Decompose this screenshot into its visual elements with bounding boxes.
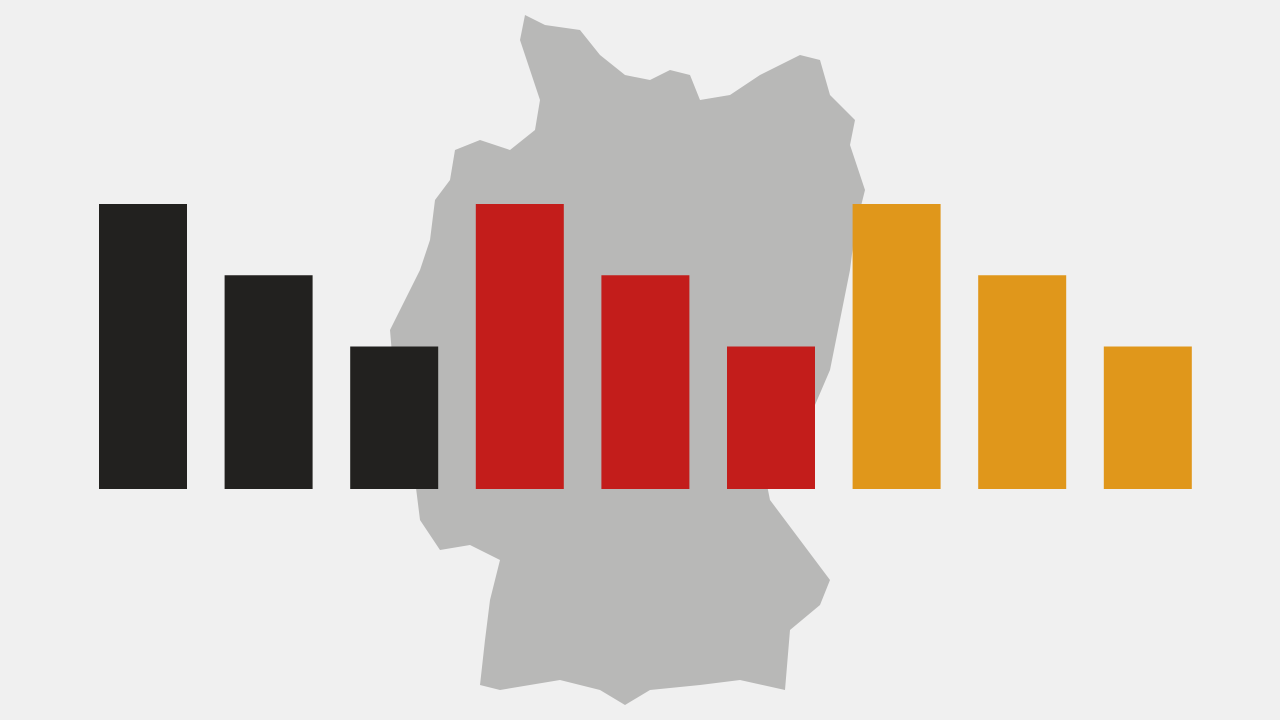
bars [99,204,1192,489]
bar [727,346,815,489]
bar [1103,346,1192,489]
bar [475,204,564,489]
bar [852,204,941,489]
bar [601,275,690,489]
bar [99,204,187,489]
bar [224,275,313,489]
bar [978,275,1067,489]
bar [350,346,439,489]
